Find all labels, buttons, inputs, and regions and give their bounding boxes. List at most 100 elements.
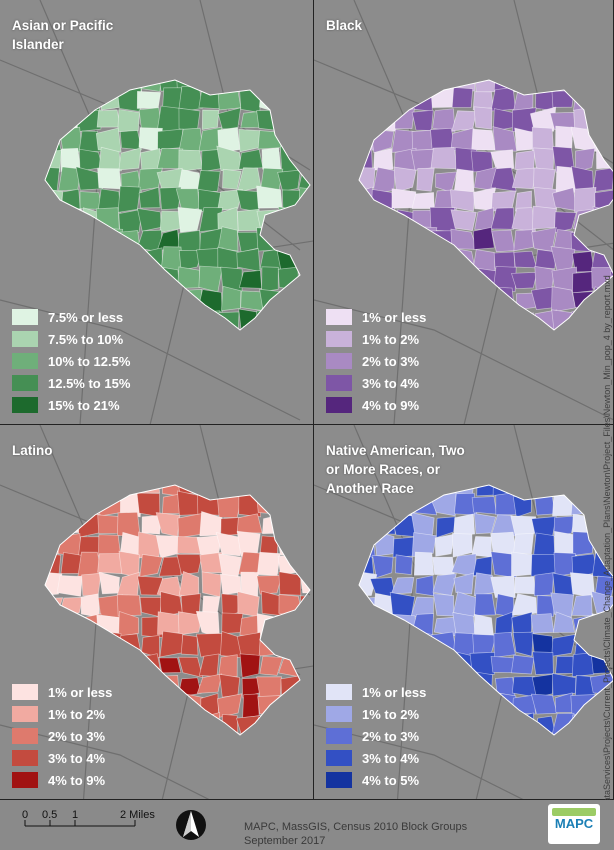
- block-group: [533, 572, 554, 597]
- block-group: [95, 127, 122, 153]
- block-group: [471, 496, 497, 515]
- block-group: [256, 676, 282, 698]
- legend-label: 2% to 3%: [362, 353, 420, 369]
- block-group: [180, 634, 199, 656]
- legend-swatch: [12, 353, 38, 369]
- legend-label: 1% to 2%: [48, 706, 106, 722]
- legend-label: 15% to 21%: [48, 397, 120, 413]
- block-group: [450, 189, 476, 212]
- block-group: [511, 167, 537, 190]
- block-group: [217, 226, 239, 252]
- legend-swatch: [326, 397, 352, 413]
- block-group: [261, 147, 282, 171]
- block-group: [536, 594, 557, 618]
- block-group: [261, 266, 279, 293]
- legend-item: 4% to 9%: [326, 394, 426, 416]
- credit: MAPC, MassGIS, Census 2010 Block Groups …: [244, 820, 467, 848]
- block-group: [471, 128, 496, 151]
- block-group: [551, 633, 577, 657]
- block-group: [60, 552, 82, 574]
- legend-label: 1% or less: [362, 684, 427, 700]
- block-group: [56, 575, 83, 597]
- panel-title: Asian or Pacific Islander: [12, 18, 114, 52]
- legend-swatch: [12, 684, 38, 700]
- block-group: [450, 209, 477, 231]
- block-group: [533, 167, 556, 191]
- block-group: [141, 514, 162, 535]
- block-group: [98, 146, 122, 173]
- block-group: [216, 145, 243, 172]
- legend-label: 12.5% to 15%: [48, 375, 131, 391]
- legend-swatch: [12, 728, 38, 744]
- block-group: [176, 553, 203, 575]
- legend-swatch: [326, 353, 352, 369]
- map-asian: [0, 0, 313, 424]
- block-group: [432, 108, 456, 133]
- block-group: [198, 265, 223, 293]
- block-group: [555, 125, 574, 152]
- block-group: [490, 86, 516, 112]
- legend-swatch: [326, 772, 352, 788]
- legend-swatch: [12, 397, 38, 413]
- block-group: [139, 553, 163, 577]
- legend-item: 7.5% to 10%: [12, 328, 130, 350]
- legend-item: 1% to 2%: [326, 703, 426, 725]
- legend-item: 3% to 4%: [326, 747, 426, 769]
- block-group: [372, 554, 394, 579]
- block-group: [256, 551, 281, 576]
- legend-label: 3% to 4%: [362, 375, 420, 391]
- block-group: [118, 208, 143, 234]
- block-group: [217, 189, 243, 211]
- map-black: [314, 0, 613, 424]
- legend-item: 1% to 2%: [326, 328, 426, 350]
- block-group: [532, 651, 554, 676]
- legend-swatch: [326, 750, 352, 766]
- block-group: [529, 106, 557, 132]
- block-group: [259, 656, 284, 676]
- legend-item: 4% to 5%: [326, 769, 426, 791]
- block-group: [453, 572, 474, 595]
- panel-title: Native American, Two or More Races, or A…: [326, 443, 465, 496]
- scale-bar: 0 0.5 1 2 Miles: [22, 809, 155, 827]
- map-latino: [0, 425, 313, 799]
- block-group: [532, 205, 557, 230]
- map-panel-latino: Latino 1% or less 1% to 2% 2% to 3% 3% to 4…: [0, 425, 314, 800]
- block-group: [222, 168, 242, 190]
- block-group: [432, 593, 454, 617]
- block-group: [80, 593, 100, 619]
- legend-item: 1% to 2%: [12, 703, 112, 725]
- legend-swatch: [326, 331, 352, 347]
- north-arrow-icon: [176, 810, 206, 840]
- block-group: [451, 553, 477, 577]
- legend-swatch: [326, 309, 352, 325]
- map-other: [314, 425, 613, 799]
- block-group: [195, 633, 223, 658]
- legend-swatch: [12, 375, 38, 391]
- legend-item: 2% to 3%: [12, 725, 112, 747]
- legend-item: 3% to 4%: [326, 372, 426, 394]
- legend-label: 1% to 2%: [362, 706, 420, 722]
- legend-swatch: [12, 706, 38, 722]
- block-group: [554, 211, 577, 234]
- block-group: [569, 572, 596, 598]
- block-group: [158, 556, 182, 577]
- block-group: [411, 109, 434, 131]
- file-path: K:\DataServices\Projects\Current_Project…: [602, 275, 612, 820]
- scale-tick-1: 0.5: [42, 809, 57, 821]
- block-group: [472, 226, 495, 250]
- block-group: [216, 693, 243, 718]
- block-group: [435, 516, 456, 539]
- legend-swatch: [326, 706, 352, 722]
- block-group: [278, 571, 302, 596]
- block-group: [96, 109, 121, 128]
- legend: 1% or less 1% to 2% 2% to 3% 3% to 4% 4% to …: [326, 681, 426, 791]
- block-group: [239, 653, 261, 678]
- block-group: [218, 654, 238, 678]
- block-group: [490, 207, 515, 230]
- legend-swatch: [12, 772, 38, 788]
- footer: [0, 800, 614, 850]
- block-group: [236, 631, 262, 657]
- panel-title: Black: [326, 18, 363, 33]
- block-group: [430, 147, 458, 170]
- legend-swatch: [326, 684, 352, 700]
